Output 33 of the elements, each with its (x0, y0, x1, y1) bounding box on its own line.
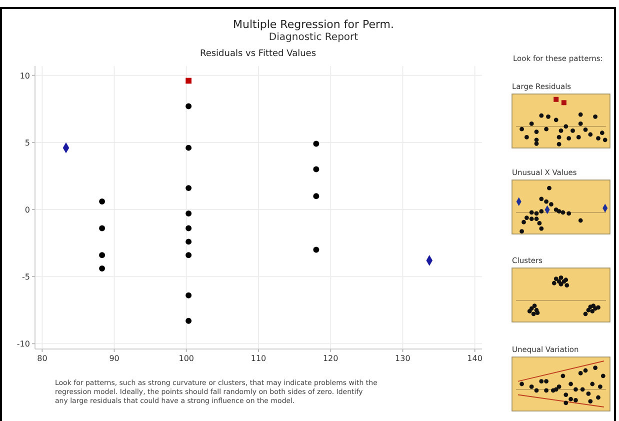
x-tick-label: 90 (109, 354, 120, 363)
y-tick-label: -5 (22, 272, 30, 282)
point (99, 266, 106, 272)
point (186, 185, 192, 192)
point (186, 292, 192, 298)
point (186, 238, 192, 245)
y-tick-label: 10 (20, 71, 30, 80)
point (313, 246, 320, 253)
point (186, 103, 192, 110)
x-tick-label: 100 (178, 354, 194, 363)
point (186, 225, 192, 232)
point (313, 166, 320, 172)
y-tick-label: 0 (24, 206, 30, 215)
text: Residuals vs Fitted Values (200, 49, 316, 59)
point (99, 252, 106, 258)
point (186, 78, 192, 84)
x-tick-label: 120 (322, 354, 338, 363)
point (99, 225, 106, 232)
y-tick-label: 5 (24, 138, 30, 148)
x-tick-label: 140 (467, 354, 482, 363)
chart-subtitle: Diagnostic Report (268, 32, 358, 43)
point (313, 193, 320, 200)
point (186, 318, 192, 324)
point (186, 252, 192, 258)
point (313, 140, 320, 147)
x-tick-label: 130 (395, 354, 410, 363)
chart-title: Multiple Regression for Perm. (232, 18, 394, 31)
point (99, 198, 106, 204)
y-tick-label: -10 (16, 340, 30, 349)
x-tick-label: 110 (250, 354, 266, 363)
point (186, 210, 192, 217)
point (186, 144, 192, 151)
x-tick-label: 80 (37, 354, 48, 363)
